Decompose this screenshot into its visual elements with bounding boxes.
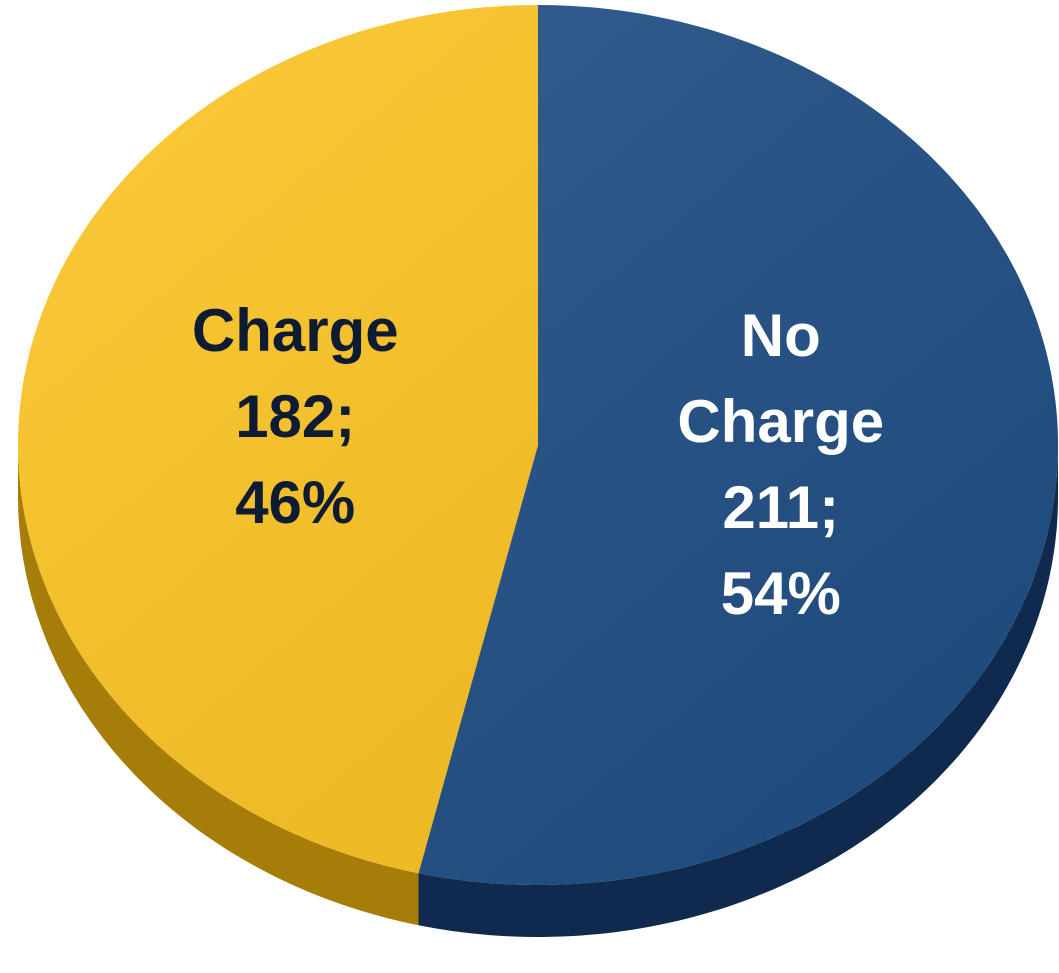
category-label: Charge — [192, 297, 399, 364]
percent-label: 46% — [235, 469, 355, 536]
category-label: No Charge — [677, 302, 884, 455]
category-word: Charge — [192, 297, 399, 364]
percent-label: 54% — [721, 560, 841, 627]
value-label: 182; — [235, 383, 355, 450]
value-label: 211; — [722, 474, 839, 541]
slice-label: Charge 182; 46% — [192, 297, 399, 536]
slice-label: No Charge 211; 54% — [677, 302, 884, 627]
category-word: No — [741, 302, 821, 369]
category-word: Charge — [677, 388, 884, 455]
